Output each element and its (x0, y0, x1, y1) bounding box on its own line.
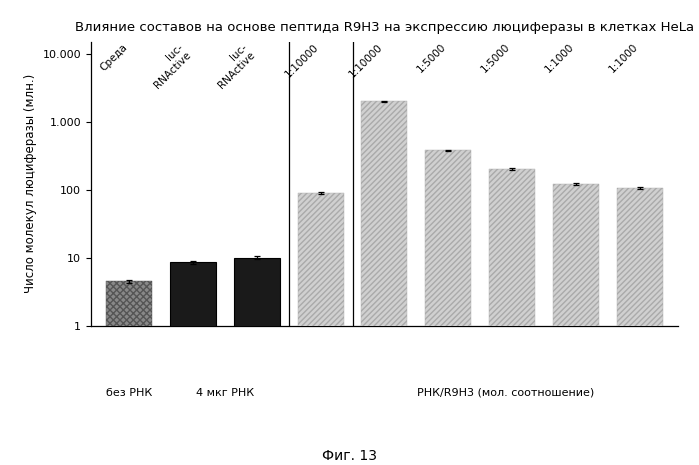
Text: luc-
RNActive: luc- RNActive (144, 42, 193, 91)
Text: РНК/R9H3 (мол. соотношение): РНК/R9H3 (мол. соотношение) (417, 388, 594, 398)
Title: Влияние составов на основе пептида R9H3 на экспрессию люциферазы в клетках HeLa: Влияние составов на основе пептида R9H3 … (75, 21, 694, 34)
Bar (489, 169, 535, 465)
Bar (553, 184, 599, 465)
Y-axis label: Число молекул люциферазы (млн.): Число молекул люциферазы (млн.) (24, 74, 37, 293)
Bar (234, 258, 280, 465)
Bar (617, 188, 663, 465)
Text: 1:5000: 1:5000 (480, 42, 512, 75)
Text: 1:1000: 1:1000 (543, 42, 576, 75)
Text: 4 мкг РНК: 4 мкг РНК (196, 388, 254, 398)
Text: без РНК: без РНК (106, 388, 152, 398)
Text: 1:1000: 1:1000 (607, 42, 640, 75)
Bar (170, 262, 216, 465)
Bar (361, 101, 408, 465)
Text: Фиг. 13: Фиг. 13 (322, 449, 377, 463)
Text: 1:10000: 1:10000 (347, 42, 384, 79)
Text: Среда: Среда (98, 42, 129, 73)
Bar (298, 193, 344, 465)
Text: luc-
RNActive: luc- RNActive (208, 42, 257, 91)
Bar (106, 281, 152, 465)
Text: 1:5000: 1:5000 (415, 42, 448, 75)
Text: 1:10000: 1:10000 (283, 42, 321, 79)
Bar (425, 150, 471, 465)
